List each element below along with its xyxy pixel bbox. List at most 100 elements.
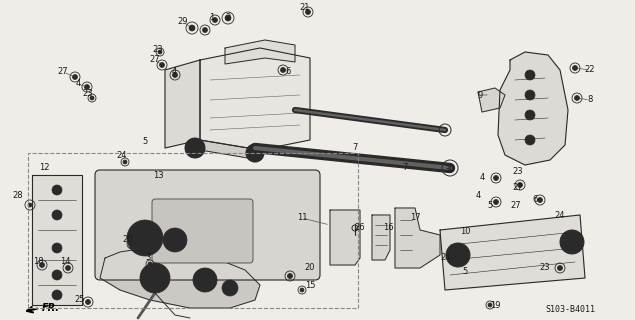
Text: 2: 2	[225, 13, 231, 22]
Circle shape	[560, 230, 584, 254]
Text: 4: 4	[76, 79, 81, 89]
Text: 23: 23	[83, 90, 93, 99]
Circle shape	[173, 73, 178, 77]
Text: S103-B4011: S103-B4011	[545, 305, 595, 314]
Circle shape	[225, 15, 231, 21]
Text: 1: 1	[210, 13, 215, 22]
Circle shape	[493, 199, 498, 204]
Polygon shape	[372, 215, 390, 260]
Text: 25: 25	[75, 295, 85, 305]
Text: 24: 24	[555, 211, 565, 220]
Text: 7: 7	[352, 143, 358, 153]
Circle shape	[493, 175, 498, 180]
Circle shape	[130, 242, 135, 246]
Polygon shape	[200, 140, 260, 160]
Circle shape	[52, 210, 62, 220]
Text: 24: 24	[441, 253, 451, 262]
Circle shape	[72, 75, 77, 79]
Circle shape	[528, 113, 532, 117]
Circle shape	[558, 266, 563, 270]
Circle shape	[573, 66, 577, 70]
Text: 20: 20	[123, 236, 133, 244]
Text: 13: 13	[152, 171, 163, 180]
Circle shape	[213, 18, 218, 22]
Circle shape	[191, 144, 199, 152]
Text: 9: 9	[478, 91, 483, 100]
Circle shape	[193, 268, 217, 292]
Circle shape	[52, 290, 62, 300]
Circle shape	[158, 50, 162, 54]
Text: 11: 11	[297, 213, 307, 222]
Text: FR.: FR.	[42, 303, 60, 313]
Circle shape	[446, 243, 470, 267]
Text: 12: 12	[39, 164, 50, 172]
Circle shape	[55, 293, 59, 297]
Circle shape	[170, 235, 180, 245]
Polygon shape	[498, 52, 568, 165]
Circle shape	[137, 230, 153, 246]
Circle shape	[300, 288, 304, 292]
Circle shape	[55, 273, 59, 277]
Circle shape	[251, 149, 259, 157]
Polygon shape	[225, 40, 295, 64]
Circle shape	[90, 96, 94, 100]
Circle shape	[305, 10, 311, 14]
Circle shape	[189, 25, 195, 31]
Circle shape	[525, 110, 535, 120]
Polygon shape	[200, 48, 310, 150]
Circle shape	[52, 243, 62, 253]
Circle shape	[525, 135, 535, 145]
Text: 22: 22	[585, 66, 595, 75]
Text: 4: 4	[479, 173, 485, 182]
Circle shape	[148, 271, 162, 285]
Circle shape	[288, 274, 293, 278]
Circle shape	[65, 266, 70, 270]
Polygon shape	[330, 210, 360, 265]
Circle shape	[528, 93, 532, 97]
Text: 27: 27	[511, 202, 521, 211]
FancyBboxPatch shape	[152, 199, 253, 263]
Bar	[28, 153, 358, 308]
Text: 21: 21	[300, 4, 311, 12]
Text: 28: 28	[13, 191, 23, 201]
Circle shape	[191, 144, 199, 152]
Circle shape	[86, 300, 91, 305]
Text: 5: 5	[462, 268, 467, 276]
Circle shape	[222, 280, 238, 296]
Text: 3: 3	[145, 253, 150, 262]
Text: 24: 24	[117, 150, 127, 159]
Circle shape	[28, 203, 32, 207]
Circle shape	[55, 188, 59, 192]
Circle shape	[127, 220, 163, 256]
Circle shape	[246, 144, 264, 162]
Polygon shape	[100, 248, 260, 308]
Text: 4: 4	[476, 191, 481, 201]
Text: 6: 6	[285, 68, 291, 76]
Circle shape	[525, 90, 535, 100]
Text: 17: 17	[410, 213, 420, 222]
Text: 10: 10	[460, 228, 471, 236]
Text: 4: 4	[171, 68, 177, 76]
Text: 29: 29	[178, 18, 188, 27]
Text: 30: 30	[444, 165, 455, 174]
Circle shape	[528, 138, 532, 142]
Circle shape	[123, 160, 127, 164]
Text: 27: 27	[512, 183, 523, 193]
Text: 18: 18	[32, 258, 43, 267]
Text: 23: 23	[512, 167, 523, 177]
Circle shape	[52, 270, 62, 280]
Circle shape	[518, 182, 523, 188]
Circle shape	[55, 213, 59, 217]
Circle shape	[159, 62, 164, 68]
Text: 27: 27	[58, 68, 69, 76]
Polygon shape	[32, 175, 82, 305]
Circle shape	[528, 73, 532, 77]
Polygon shape	[395, 208, 440, 268]
Text: 6: 6	[532, 196, 538, 204]
Text: 23: 23	[152, 45, 163, 54]
Text: 16: 16	[383, 223, 393, 233]
Text: 23: 23	[540, 263, 551, 273]
Text: 7: 7	[403, 164, 408, 172]
Circle shape	[163, 228, 187, 252]
Text: 19: 19	[490, 300, 500, 309]
